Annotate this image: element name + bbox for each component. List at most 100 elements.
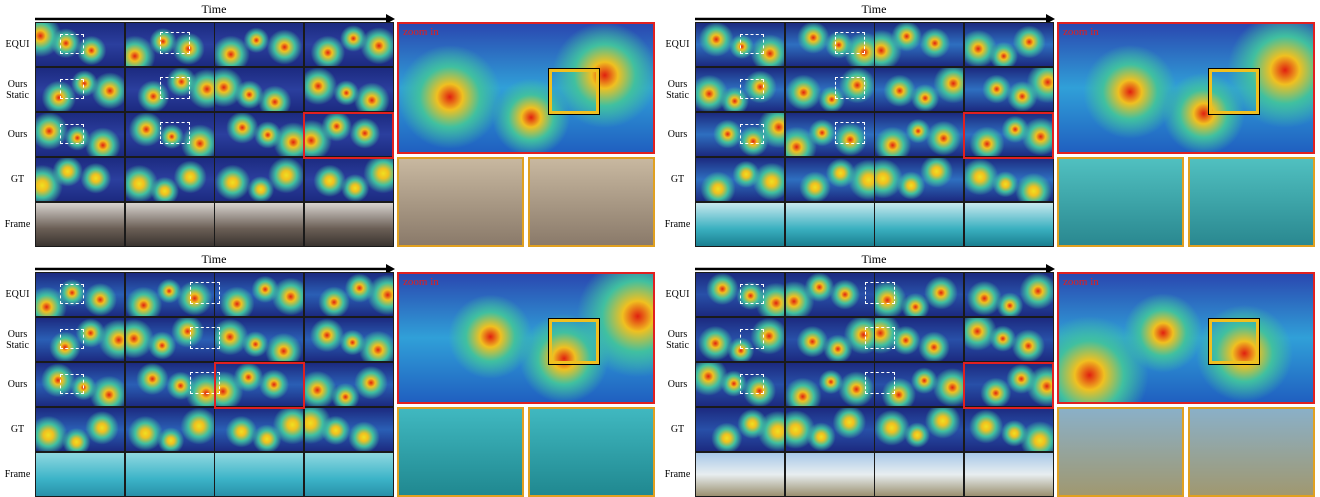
thumbnail — [214, 407, 304, 452]
row-label: EQUI — [665, 289, 690, 300]
thumbnail — [35, 202, 125, 247]
thumbnail — [784, 202, 875, 247]
highlight-box — [160, 77, 190, 99]
thumbnail — [35, 452, 125, 497]
row-label: GT — [10, 424, 25, 435]
highlight-shape — [548, 68, 600, 115]
thumbnail — [874, 362, 964, 407]
thumbnail — [695, 157, 785, 202]
zoom-view: zoom in — [1057, 22, 1315, 154]
highlight-box — [835, 122, 865, 144]
row-label: Ours Static — [666, 328, 689, 351]
thumbnail — [214, 362, 304, 407]
highlight-box — [190, 282, 220, 304]
thumbnail — [874, 407, 964, 452]
row-label: Ours — [667, 129, 688, 140]
thumbnail — [874, 67, 964, 112]
panel: Time EQUI Ours Static Ours GT Frame zoom in — [660, 250, 1320, 497]
thumbnail — [784, 67, 875, 112]
row-label: GT — [670, 424, 685, 435]
arrow-head — [386, 264, 395, 274]
thumbnail — [124, 407, 215, 452]
thumbnail — [963, 22, 1054, 67]
thumbnail — [35, 67, 125, 112]
highlight-box — [60, 124, 84, 144]
thumbnail — [124, 317, 215, 362]
thumbnail — [874, 452, 964, 497]
highlight-box — [60, 329, 84, 349]
time-label: Time — [861, 2, 887, 16]
thumbnail — [963, 317, 1054, 362]
thumbnail — [35, 22, 125, 67]
thumbnail — [874, 157, 964, 202]
thumbnail — [874, 202, 964, 247]
highlight-box — [865, 282, 895, 304]
zoom-label: zoom in — [1063, 26, 1099, 38]
thumbnail — [124, 157, 215, 202]
thumbnail — [214, 317, 304, 362]
arrow-head — [386, 14, 395, 24]
thumbnail — [963, 157, 1054, 202]
frame-crop — [397, 407, 524, 497]
thumbnail — [963, 202, 1054, 247]
row-label: EQUI — [5, 289, 30, 300]
thumbnail — [963, 407, 1054, 452]
thumbnail — [784, 407, 875, 452]
thumbnail — [124, 22, 215, 67]
zoom-region — [303, 112, 394, 159]
highlight-shape — [1208, 68, 1260, 115]
panel: Time EQUI Ours Static Ours GT Frame zoom in — [0, 250, 660, 497]
thumbnail — [303, 407, 394, 452]
row-label: GT — [10, 174, 25, 185]
highlight-box — [60, 79, 84, 99]
thumbnail — [214, 22, 304, 67]
highlight-shape — [548, 318, 600, 365]
frame-crop — [1188, 157, 1315, 247]
row-label: Ours — [7, 379, 28, 390]
zoom-region — [963, 362, 1054, 409]
row-label: Ours Static — [6, 328, 29, 351]
thumbnail — [124, 272, 215, 317]
thumbnail — [214, 157, 304, 202]
highlight-box — [190, 372, 220, 394]
frame-crop — [1188, 407, 1315, 497]
highlight-box — [740, 124, 764, 144]
thumbnail — [35, 362, 125, 407]
time-arrow — [35, 264, 395, 274]
zoom-label: zoom in — [403, 26, 439, 38]
thumbnail — [214, 202, 304, 247]
highlight-shape — [1208, 318, 1260, 365]
thumbnail — [695, 407, 785, 452]
thumbnail — [303, 112, 394, 157]
thumbnail — [35, 157, 125, 202]
row-label: GT — [670, 174, 685, 185]
time-arrow — [695, 14, 1055, 24]
thumbnail — [214, 112, 304, 157]
thumbnail — [303, 317, 394, 362]
thumbnail — [695, 202, 785, 247]
thumbnail — [963, 452, 1054, 497]
thumbnail — [963, 272, 1054, 317]
frame-crop — [1057, 407, 1184, 497]
row-label: EQUI — [5, 39, 30, 50]
thumbnail — [214, 272, 304, 317]
row-label: Ours — [7, 129, 28, 140]
frame-crop — [528, 157, 655, 247]
thumbnail — [963, 112, 1054, 157]
zoom-region — [963, 112, 1054, 159]
thumbnail — [784, 317, 875, 362]
highlight-box — [60, 34, 84, 54]
zoom-region — [214, 362, 305, 409]
thumbnail — [303, 22, 394, 67]
thumbnail — [963, 67, 1054, 112]
highlight-box — [835, 32, 865, 54]
highlight-box — [835, 77, 865, 99]
thumbnail — [303, 452, 394, 497]
time-label: Time — [201, 252, 227, 266]
thumbnail — [303, 362, 394, 407]
thumbnail — [124, 202, 215, 247]
row-label: EQUI — [665, 39, 690, 50]
zoom-view: zoom in — [397, 22, 655, 154]
thumbnail — [214, 452, 304, 497]
